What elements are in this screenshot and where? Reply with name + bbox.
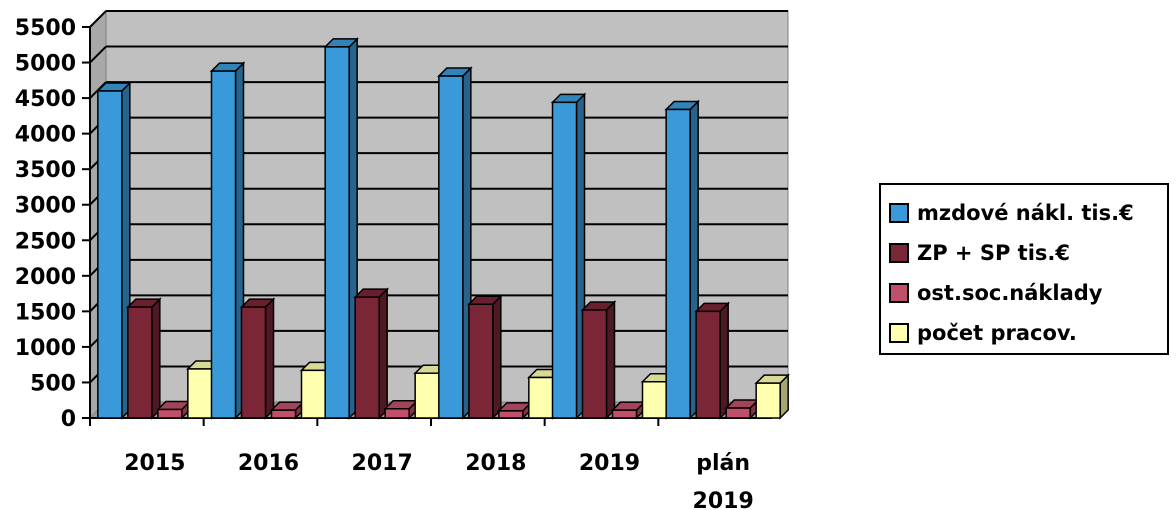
legend-swatch [889,203,909,223]
legend-item: ost.soc.náklady [889,281,1102,305]
y-tick-label: 2500 [15,229,76,254]
x-tick-label: 2017 [352,451,413,476]
legend-item: ZP + SP tis.€ [889,241,1070,265]
y-tick-label: 3500 [15,158,76,183]
y-tick-label: 4500 [15,87,76,112]
y-tick-label: 1000 [15,336,76,361]
bar [468,303,494,419]
legend-label: počet pracov. [917,321,1077,345]
legend-label: ost.soc.náklady [917,281,1103,305]
x-tick-label: 2018 [465,451,526,476]
bar-side [378,287,388,420]
bar [354,296,380,419]
x-tick-label: 2015 [124,451,185,476]
legend-swatch [889,243,909,263]
x-tick-label: 2019 [579,451,640,476]
bar [725,407,751,419]
bar-side [719,301,729,420]
bar-side [264,297,275,420]
bar [300,369,327,419]
bar [528,376,554,419]
x-tick-label: 2019 [693,489,754,510]
legend-label: mzdové nákl. tis.€ [917,201,1134,225]
bar [414,372,440,419]
y-tick-label: 5500 [15,16,76,41]
y-tick-label: 3000 [15,194,76,219]
bar-side [492,294,502,420]
bar [581,309,608,419]
legend-label: ZP + SP tis.€ [917,241,1070,265]
y-tick-label: 0 [61,407,76,432]
legend-swatch [889,283,909,303]
y-tick-label: 1500 [15,300,76,325]
bar [438,75,464,419]
bar [384,408,410,419]
bar [187,368,213,419]
x-tick-label: plán [696,451,750,476]
bar-side [151,297,161,420]
bar [498,410,524,419]
bar [270,409,297,419]
legend-item: mzdové nákl. tis.€ [889,201,1134,225]
legend: mzdové nákl. tis.€ ZP + SP tis.€ ost.soc… [879,183,1169,355]
bar [611,409,638,419]
bar [641,380,668,419]
gridline [89,45,107,64]
bar [695,310,721,419]
bar-side [605,300,616,420]
y-tick-label: 500 [30,371,76,396]
bar [97,90,123,419]
bar [755,382,781,419]
y-tick-label: 4000 [15,123,76,148]
y-tick-label: 2000 [15,265,76,290]
gridline [89,10,107,28]
bar [240,306,267,419]
bar [551,101,578,419]
x-tick-label: 2016 [238,451,299,476]
y-tick-label: 5000 [15,52,76,77]
bar [324,46,350,419]
bar [127,306,153,419]
bar [157,408,183,419]
bar [210,70,237,419]
legend-item: počet pracov. [889,321,1077,345]
bar [665,108,691,419]
legend-swatch [889,323,909,343]
